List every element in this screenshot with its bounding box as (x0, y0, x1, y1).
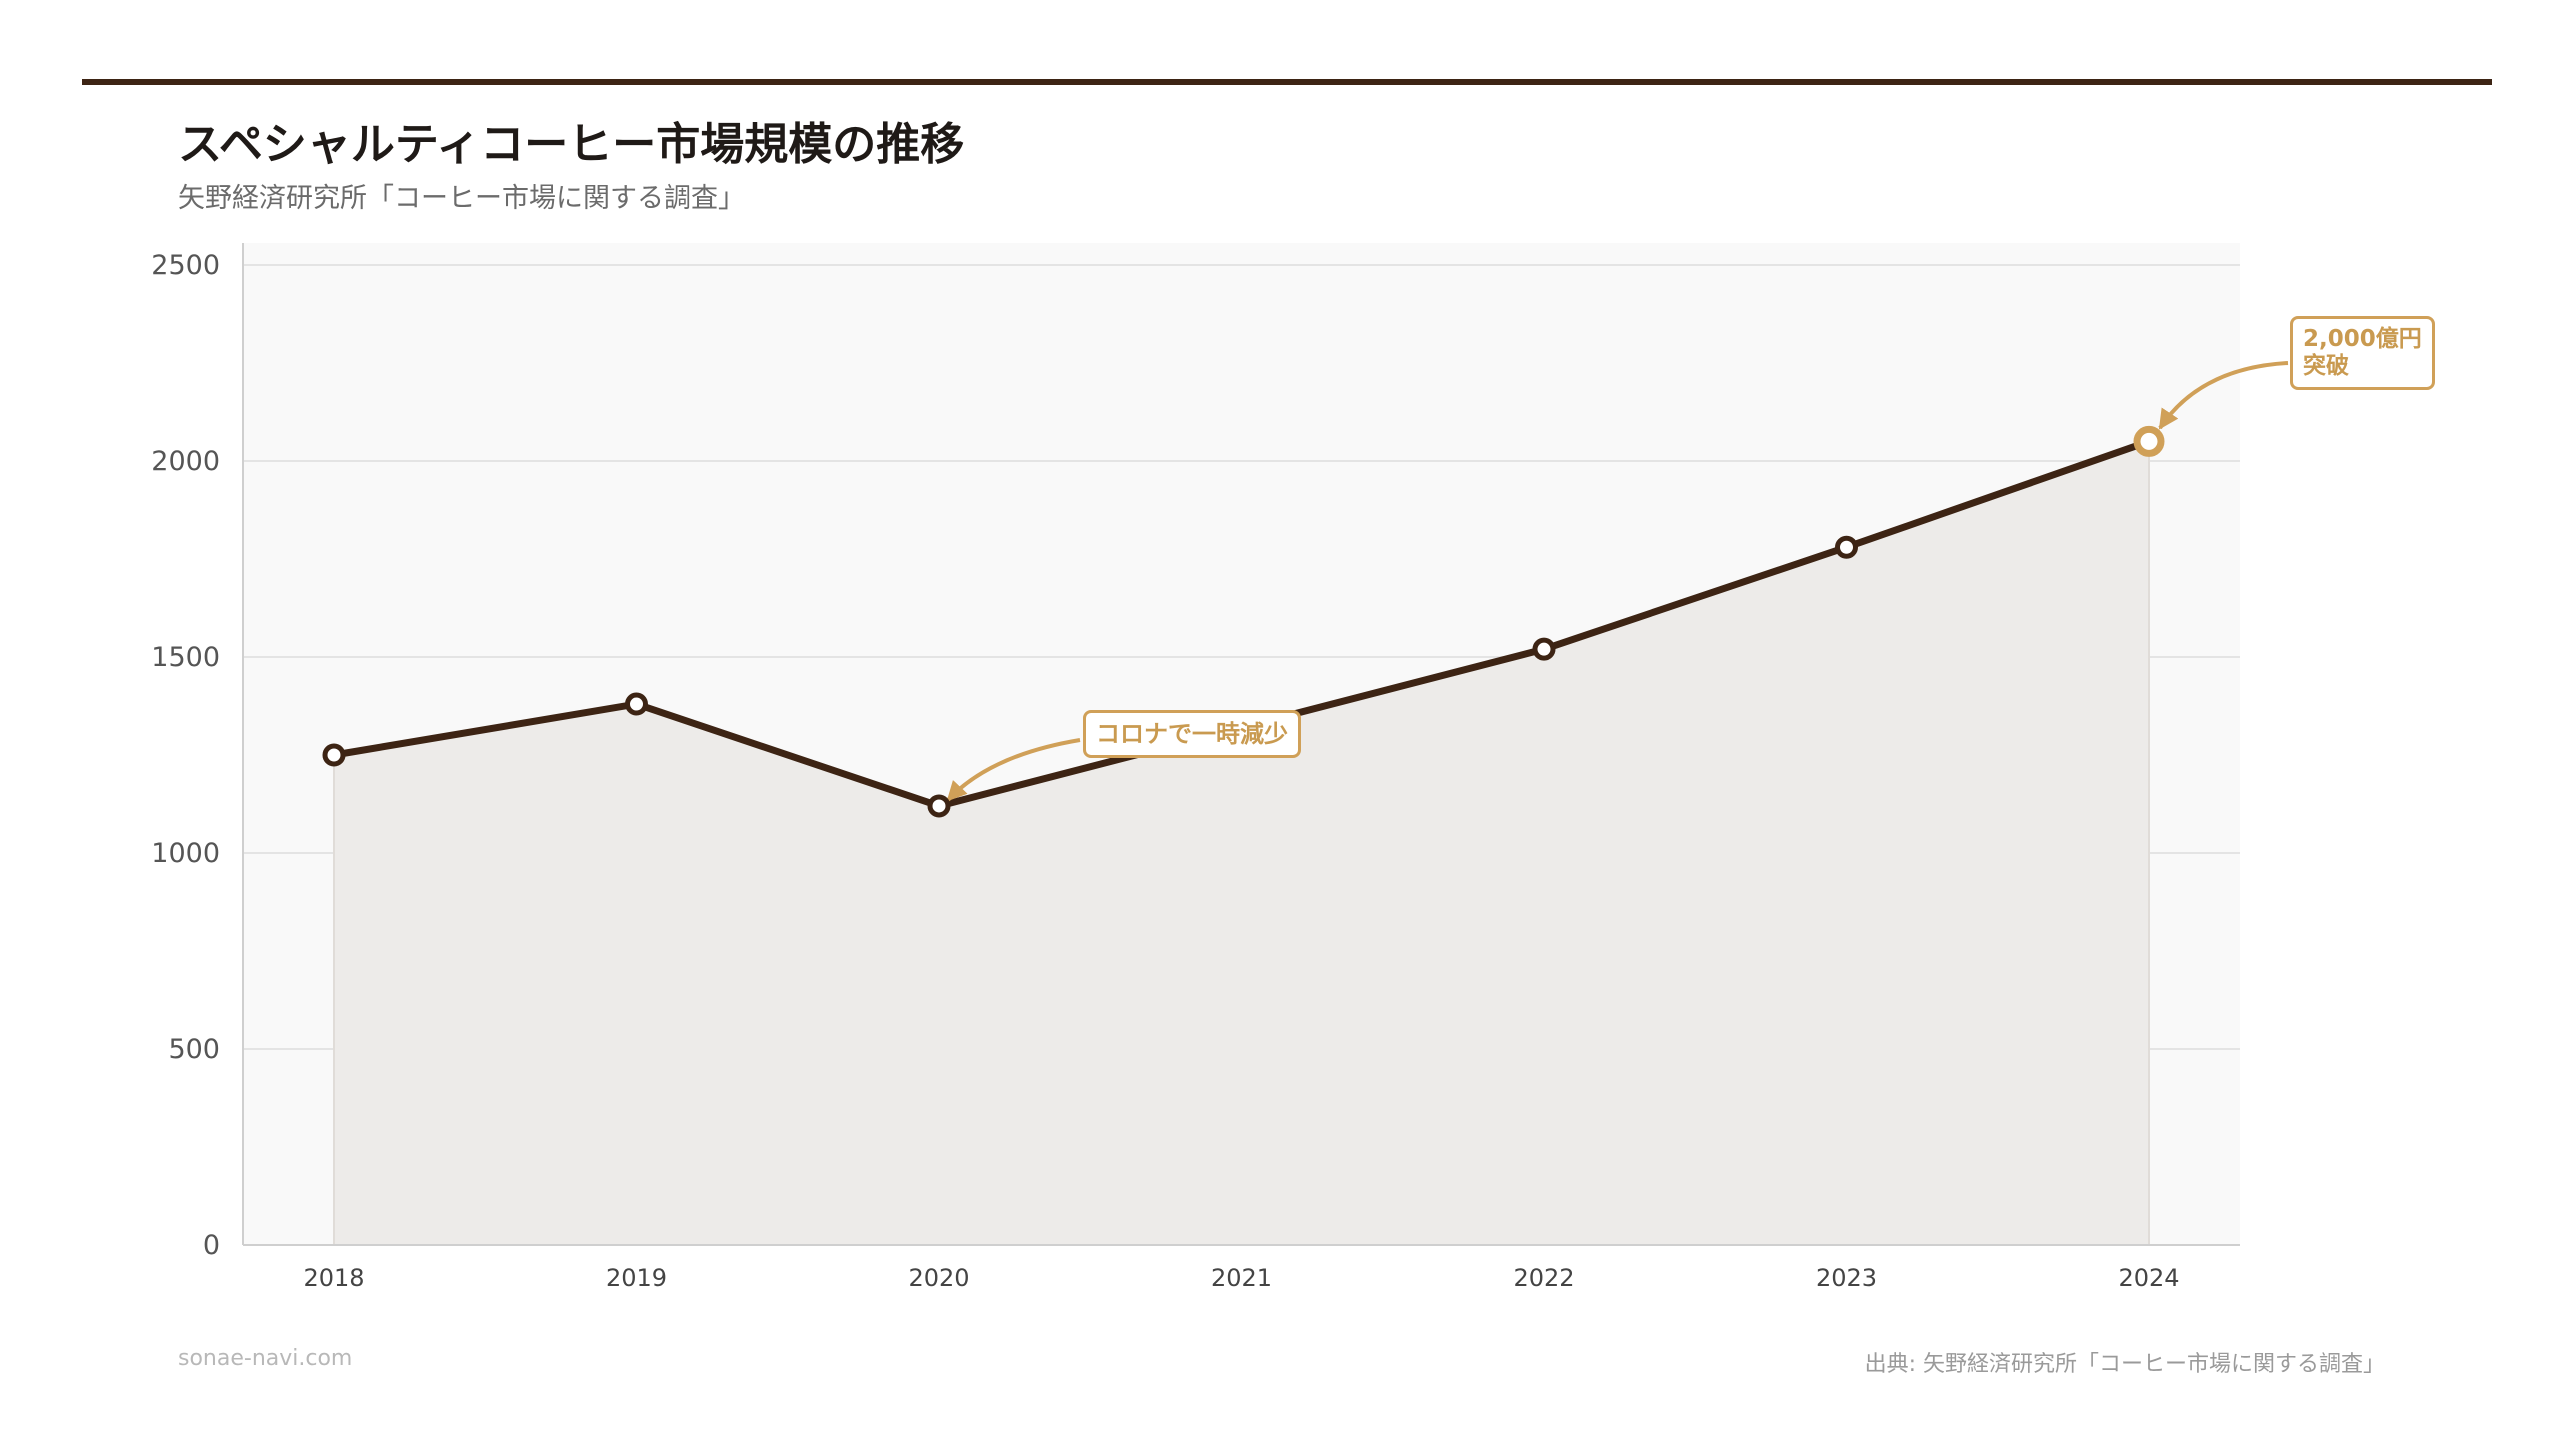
x-tick-label: 2022 (1513, 1264, 1574, 1292)
area-shape (334, 441, 2149, 1245)
x-tick-labels: 2018 2019 2020 2021 2022 2023 2024 (303, 1264, 2179, 1292)
axes (242, 243, 2240, 1246)
y-tick-label: 0 (203, 1230, 220, 1261)
arrow-covid (946, 738, 1081, 802)
x-tick-label: 2018 (303, 1264, 364, 1292)
arrow-2000 (2158, 361, 2289, 430)
source-note: 出典: 矢野経済研究所「コーヒー市場に関する調査」 (1864, 1352, 2385, 1377)
area-fill (333, 441, 2150, 1245)
annotation-covid-dip: コロナで一時減少 (1083, 710, 1301, 758)
data-point (322, 743, 346, 767)
y-tick-label: 1500 (151, 642, 220, 673)
chart-subtitle: 矢野経済研究所「コーヒー市場に関する調査」 (178, 183, 745, 214)
x-tick-label: 2023 (1816, 1264, 1877, 1292)
y-tick-label: 2000 (151, 446, 220, 477)
x-tick-label: 2019 (606, 1264, 667, 1292)
site-name: sonae-navi.com (178, 1346, 353, 1371)
annotation-arrows (946, 361, 2289, 802)
y-tick-label: 2500 (151, 250, 220, 281)
y-tick-label: 1000 (151, 838, 220, 869)
annotation-2000-breakthrough: 2,000億円 突破 (2290, 316, 2435, 390)
chart-title: スペシャルティコーヒー市場規模の推移 (178, 119, 965, 170)
data-point (927, 794, 951, 818)
top-rule (82, 79, 2492, 85)
data-point (1835, 535, 1858, 559)
data-point-highlight (2133, 425, 2165, 457)
x-tick-label: 2021 (1211, 1264, 1272, 1292)
x-tick-label: 2020 (908, 1264, 969, 1292)
data-point (1532, 637, 1556, 661)
data-points (322, 425, 2165, 818)
y-tick-label: 500 (168, 1034, 220, 1065)
data-point (625, 692, 648, 716)
x-tick-label: 2024 (2118, 1264, 2179, 1292)
y-tick-labels: 0 500 1000 1500 2000 2500 (151, 250, 220, 1261)
